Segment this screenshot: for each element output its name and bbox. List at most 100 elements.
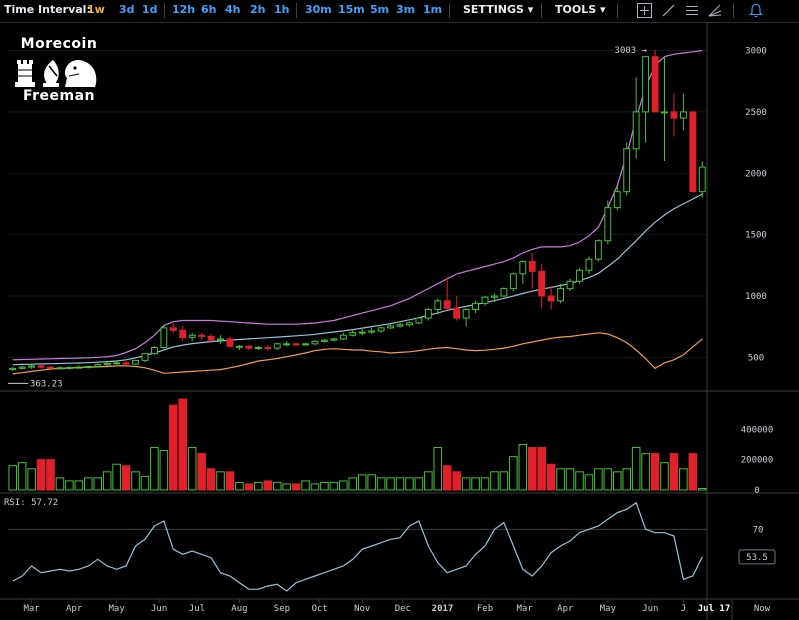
volume-bar [376, 477, 386, 491]
current-date-label: Jul 17 [698, 604, 731, 614]
interval-30m[interactable]: 30m [305, 3, 332, 16]
candle-up [302, 343, 309, 346]
volume-bar [697, 487, 707, 491]
interval-3m[interactable]: 3m [396, 3, 416, 16]
interval-3d[interactable]: 3d [119, 3, 135, 16]
horizontal-lines-icon[interactable] [683, 2, 701, 19]
candle-down [651, 56, 659, 113]
interval-15m[interactable]: 15m [338, 3, 365, 16]
candle-up [56, 367, 64, 370]
volume-bar [263, 480, 273, 491]
candle-down [47, 366, 54, 369]
x-tick-label: Mar [517, 604, 534, 614]
volume-bar [225, 471, 235, 491]
volume-bar [197, 453, 206, 491]
volume-bar [291, 483, 301, 491]
volume-bar [688, 453, 698, 491]
x-tick-label: Dec [395, 604, 411, 614]
lower-band-line [12, 332, 703, 375]
volume-bar [17, 462, 27, 491]
candle-down [689, 111, 697, 193]
volume-tick-label: 400000 [741, 425, 774, 435]
volume-bar [159, 450, 169, 491]
tools-label: TOOLS [555, 3, 597, 16]
tools-menu[interactable]: TOOLS ▾ [555, 3, 606, 17]
chevron-down-icon: ▾ [599, 3, 606, 16]
candle-up [500, 288, 508, 297]
volume-bar [235, 481, 244, 491]
rsi-tick-label: 70 [753, 525, 764, 535]
volume-tick-label: 0 [754, 486, 759, 496]
chess-pieces-icon [15, 60, 97, 87]
interval-1w[interactable]: 1w [87, 3, 105, 16]
candle-down [453, 307, 461, 319]
candle-up [434, 300, 442, 310]
volume-bar [650, 453, 660, 491]
volume-bar [414, 477, 424, 491]
interval-1m[interactable]: 1m [423, 3, 443, 16]
volume-bar [546, 463, 556, 491]
price-chart[interactable]: 500 1000 1500 2000 2500 3000 0 200000 400000 70 RS… [0, 22, 799, 620]
volume-bar [499, 471, 509, 491]
rsi-line-path [12, 501, 703, 592]
interval-12h[interactable]: 12h [172, 3, 196, 16]
volume-bar [518, 444, 528, 491]
interval-1d[interactable]: 1d [142, 3, 158, 16]
volume-bar [631, 447, 641, 491]
x-tick-label: Jun [151, 604, 167, 614]
x-tick-label: Mar [23, 604, 40, 614]
volume-bar [612, 471, 622, 491]
chevron-down-icon: ▾ [527, 3, 534, 16]
candle-up [613, 191, 621, 209]
candle-up [462, 308, 470, 319]
interval-2h[interactable]: 2h [250, 3, 266, 16]
volume-bar [102, 471, 112, 491]
candle-up [642, 56, 650, 113]
volume-bar [329, 481, 339, 491]
candle-up [113, 362, 121, 365]
crosshair-icon[interactable] [636, 2, 654, 19]
settings-label: SETTINGS [463, 3, 524, 16]
settings-menu[interactable]: SETTINGS ▾ [463, 3, 533, 17]
candle-up [519, 261, 527, 275]
rsi-label: RSI: 57.72 [4, 498, 58, 508]
toolbar: Time Interval: 1w 3d 1d 12h 6h 4h 2h 1h … [0, 0, 799, 23]
volume-bar [27, 468, 36, 491]
candle-up [509, 273, 517, 290]
candle-up [84, 366, 92, 369]
candle-up [377, 327, 385, 332]
trendline-icon[interactable] [660, 2, 678, 19]
interval-4h[interactable]: 4h [225, 3, 241, 16]
candle-up [679, 111, 687, 119]
x-tick-label: Jul [189, 604, 205, 614]
volume-bar [509, 456, 518, 491]
volume-bar [669, 453, 679, 491]
candle-up [566, 280, 574, 290]
volume-bar [206, 468, 216, 491]
volume-bar [527, 447, 537, 491]
candle-up [576, 269, 583, 282]
price-tick-label: 1000 [745, 292, 767, 302]
candle-down [443, 300, 451, 309]
fibonacci-icon[interactable] [706, 2, 724, 19]
morecoin-freeman-logo: Morecoin Freeman [9, 36, 109, 108]
interval-6h[interactable]: 6h [201, 3, 217, 16]
alert-bell-icon[interactable] [747, 2, 765, 19]
now-label: Now [754, 604, 771, 614]
candle-up [160, 327, 168, 349]
candle-down [169, 327, 177, 331]
candle-down [37, 365, 45, 368]
volume-bar [112, 463, 121, 491]
volume-bar [461, 477, 471, 491]
volume-bar [121, 465, 131, 491]
candle-up [424, 308, 432, 319]
interval-5m[interactable]: 5m [370, 3, 390, 16]
volume-bar [367, 474, 376, 491]
volume-bar [641, 453, 650, 491]
volume-bar [386, 477, 395, 491]
candle-up [311, 340, 319, 345]
interval-1h[interactable]: 1h [274, 3, 290, 16]
volume-bar [169, 404, 178, 491]
candle-up [585, 258, 593, 271]
volume-bar [395, 477, 405, 491]
